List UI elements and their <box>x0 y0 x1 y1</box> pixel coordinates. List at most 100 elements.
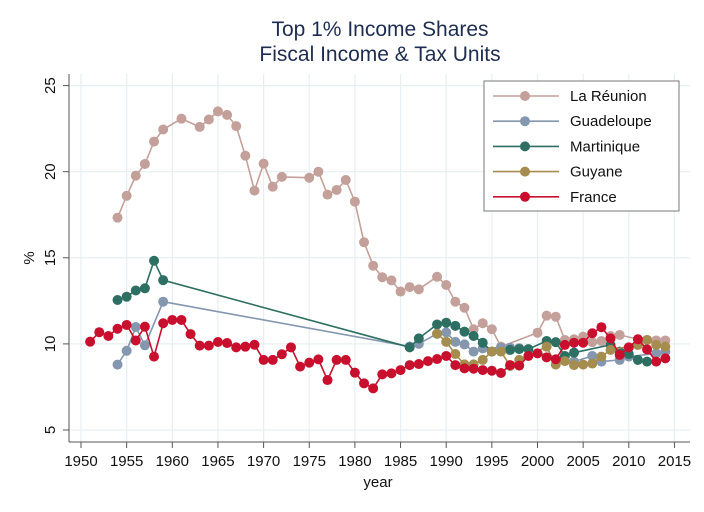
data-point <box>340 174 351 185</box>
data-point <box>477 318 488 329</box>
data-point <box>632 334 643 345</box>
data-point <box>459 363 470 374</box>
data-point <box>432 328 443 339</box>
data-point <box>112 359 123 370</box>
data-point <box>550 337 561 348</box>
data-point <box>240 150 251 161</box>
legend-label: France <box>570 189 617 206</box>
data-point <box>541 341 552 352</box>
data-point <box>285 342 296 353</box>
data-point <box>569 360 580 371</box>
data-point <box>130 170 141 181</box>
x-tick-label: 2000 <box>521 453 554 470</box>
legend-label: Guyane <box>570 164 623 181</box>
data-point <box>477 354 488 365</box>
data-point <box>422 356 433 367</box>
data-point <box>395 365 406 376</box>
data-point <box>432 354 443 365</box>
legend-label: La Réunion <box>570 88 647 105</box>
data-point <box>505 360 516 371</box>
x-tick-label: 1960 <box>156 453 189 470</box>
data-point <box>194 121 205 132</box>
data-point <box>103 330 114 341</box>
data-point <box>651 348 662 359</box>
data-point <box>605 344 616 355</box>
data-point <box>194 340 205 351</box>
data-point <box>377 272 388 283</box>
data-point <box>623 342 634 353</box>
data-point <box>486 346 497 357</box>
data-point <box>258 158 269 169</box>
x-tick-label: 2015 <box>658 453 691 470</box>
legend: La Réunion Guadeloupe Martinique Guyane Fran… <box>483 80 680 212</box>
data-point <box>450 336 461 347</box>
data-point <box>139 283 150 294</box>
data-point <box>642 344 653 355</box>
data-point <box>212 106 223 117</box>
data-point <box>322 189 333 200</box>
data-point <box>596 322 607 333</box>
data-point <box>139 321 150 332</box>
data-point <box>468 346 479 357</box>
data-point <box>441 327 452 338</box>
legend-marker <box>520 166 530 177</box>
x-axis-title: year <box>363 474 392 491</box>
y-tick-label: 15 <box>42 249 59 266</box>
data-point <box>112 323 123 334</box>
data-point <box>349 367 360 378</box>
data-point <box>386 368 397 379</box>
data-point <box>340 354 351 365</box>
data-point <box>605 333 616 344</box>
data-point <box>130 285 141 296</box>
data-point <box>450 320 461 331</box>
data-point <box>450 360 461 371</box>
data-point <box>559 356 570 367</box>
data-point <box>468 330 479 341</box>
data-point <box>450 296 461 307</box>
data-point <box>477 337 488 348</box>
data-point <box>267 181 278 192</box>
data-point <box>212 337 223 348</box>
data-point <box>404 342 415 353</box>
data-point <box>258 354 269 365</box>
data-point <box>386 275 397 286</box>
data-point <box>368 260 379 271</box>
series-france <box>85 314 671 394</box>
data-point <box>651 356 662 367</box>
data-point <box>130 322 141 333</box>
data-point <box>395 286 406 297</box>
data-point <box>349 196 360 207</box>
data-point <box>139 340 150 351</box>
data-point <box>587 350 598 361</box>
data-point <box>441 336 452 347</box>
data-point <box>94 327 105 338</box>
data-point <box>158 318 169 329</box>
axes: 5 10 15 20 25 1950 1955 1960 1965 1970 1975 1980 198… <box>42 74 691 470</box>
data-point <box>231 121 242 132</box>
data-point <box>660 341 671 352</box>
x-tick-label: 1990 <box>430 453 463 470</box>
data-point <box>222 109 233 120</box>
legend-marker <box>520 191 530 202</box>
x-tick-label: 1980 <box>338 453 371 470</box>
series-layer <box>85 106 671 394</box>
data-point <box>587 358 598 369</box>
data-point <box>249 185 260 196</box>
y-axis-title: % <box>21 251 38 264</box>
data-point <box>359 237 370 248</box>
data-point <box>505 344 516 355</box>
data-point <box>596 351 607 362</box>
data-point <box>587 337 598 348</box>
data-point <box>368 383 379 394</box>
data-point <box>121 190 132 201</box>
data-point <box>222 338 233 349</box>
data-point <box>121 345 132 356</box>
data-point <box>304 172 315 183</box>
data-point <box>523 350 534 361</box>
data-point <box>550 311 561 322</box>
data-point <box>121 319 132 330</box>
data-point <box>459 302 470 313</box>
data-point <box>486 324 497 335</box>
series-martinique <box>112 255 653 367</box>
data-point <box>121 291 132 302</box>
